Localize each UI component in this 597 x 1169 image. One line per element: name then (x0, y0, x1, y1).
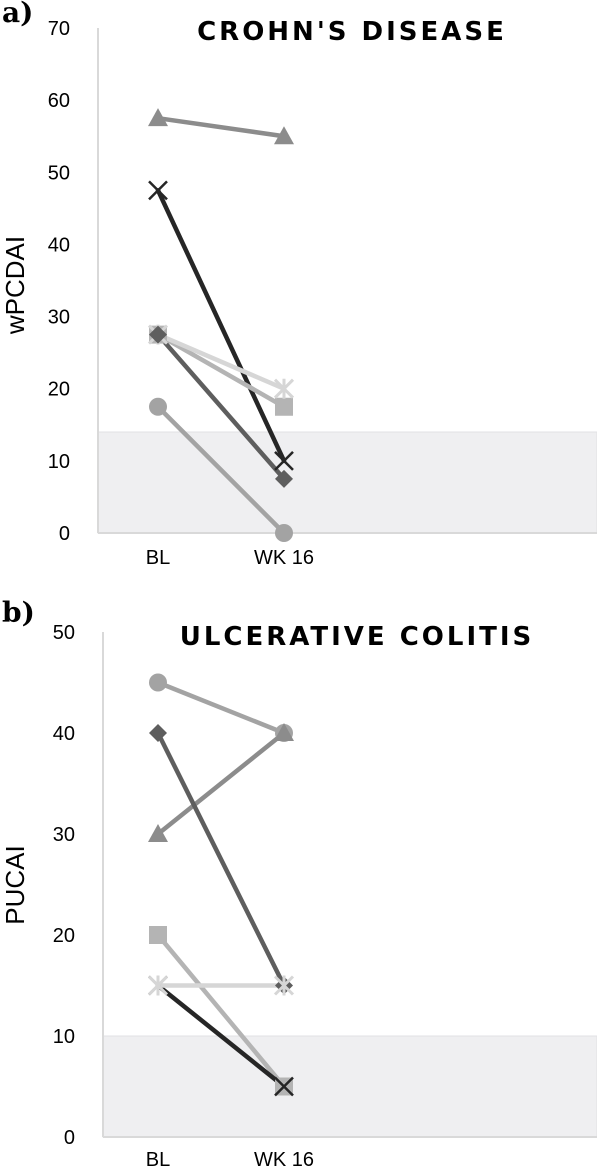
data-point-star-marker (273, 975, 295, 996)
series-line (155, 680, 287, 736)
series-line (155, 332, 287, 409)
data-point-triangle-marker (274, 723, 294, 741)
panel-b-x-tick-label: BL (146, 1149, 170, 1169)
panel-a-x-tick-label: BL (146, 547, 170, 569)
y-tick-label: 30 (53, 824, 75, 846)
panel-a-y-axis-title: wPCDAI (0, 236, 30, 335)
y-tick-label: 40 (48, 234, 70, 256)
series-line (155, 188, 287, 464)
data-point-diamond-marker (149, 724, 167, 742)
data-point-square-marker (275, 397, 293, 416)
data-point-star-marker (273, 378, 295, 399)
remission-band (97, 431, 597, 534)
panel-a-label: a) (2, 0, 33, 29)
panel-b-label: b) (2, 596, 35, 629)
panel-b-title: ULCERATIVE COLITIS (180, 622, 535, 652)
data-point-triangle-marker (148, 824, 168, 842)
data-point-diamond-marker (275, 469, 293, 488)
y-tick-label: 10 (48, 451, 70, 473)
data-point-x-marker (274, 1076, 294, 1097)
series-line (155, 730, 287, 837)
y-tick-label: 20 (48, 379, 70, 401)
series-line (155, 332, 287, 482)
data-point-diamond-marker (149, 325, 167, 344)
chart-panel-a: a) CROHN'S DISEASE wPCDAI 0 10 20 30 40 50 60 7… (0, 0, 597, 569)
data-point-x-marker (148, 180, 168, 201)
y-tick-label: 0 (64, 1127, 75, 1149)
panel-a-plot-area: 0 10 20 30 40 50 60 70 (48, 18, 597, 545)
panel-b-y-axis-title: PUCAI (0, 845, 30, 924)
y-tick-label: 70 (48, 18, 70, 40)
data-point-square-marker (149, 926, 167, 944)
remission-band (102, 1035, 597, 1138)
y-tick-label: 50 (53, 622, 75, 644)
y-tick-label: 60 (48, 90, 70, 112)
data-point-circle-marker (275, 524, 293, 542)
y-tick-label: 50 (48, 162, 70, 184)
y-tick-label: 40 (53, 723, 75, 745)
data-point-triangle-marker (148, 108, 168, 127)
series-line (155, 404, 287, 536)
data-point-x-marker (274, 450, 294, 471)
panel-a-x-tick-label: WK 16 (254, 547, 314, 569)
series-line (155, 332, 287, 391)
y-tick-label: 20 (53, 925, 75, 947)
panel-b-x-tick-label: WK 16 (254, 1149, 314, 1169)
y-tick-label: 30 (48, 307, 70, 329)
series-line (155, 932, 287, 1089)
panel-a-title: CROHN'S DISEASE (197, 17, 507, 47)
series-line (155, 115, 287, 139)
data-point-circle-marker (149, 673, 167, 692)
data-point-triangle-marker (274, 126, 294, 145)
chart-panel-b: b) ULCERATIVE COLITIS PUCAI 01020304050 … (0, 596, 597, 1169)
y-tick-label: 10 (53, 1026, 75, 1048)
data-point-star-marker (147, 975, 169, 996)
series-line (155, 730, 287, 988)
series-line (155, 983, 287, 1089)
data-point-circle-marker (149, 397, 167, 416)
y-tick-label: 0 (59, 523, 70, 545)
panel-b-plot-area: 0 10 20 30 40 50 (53, 622, 597, 1149)
